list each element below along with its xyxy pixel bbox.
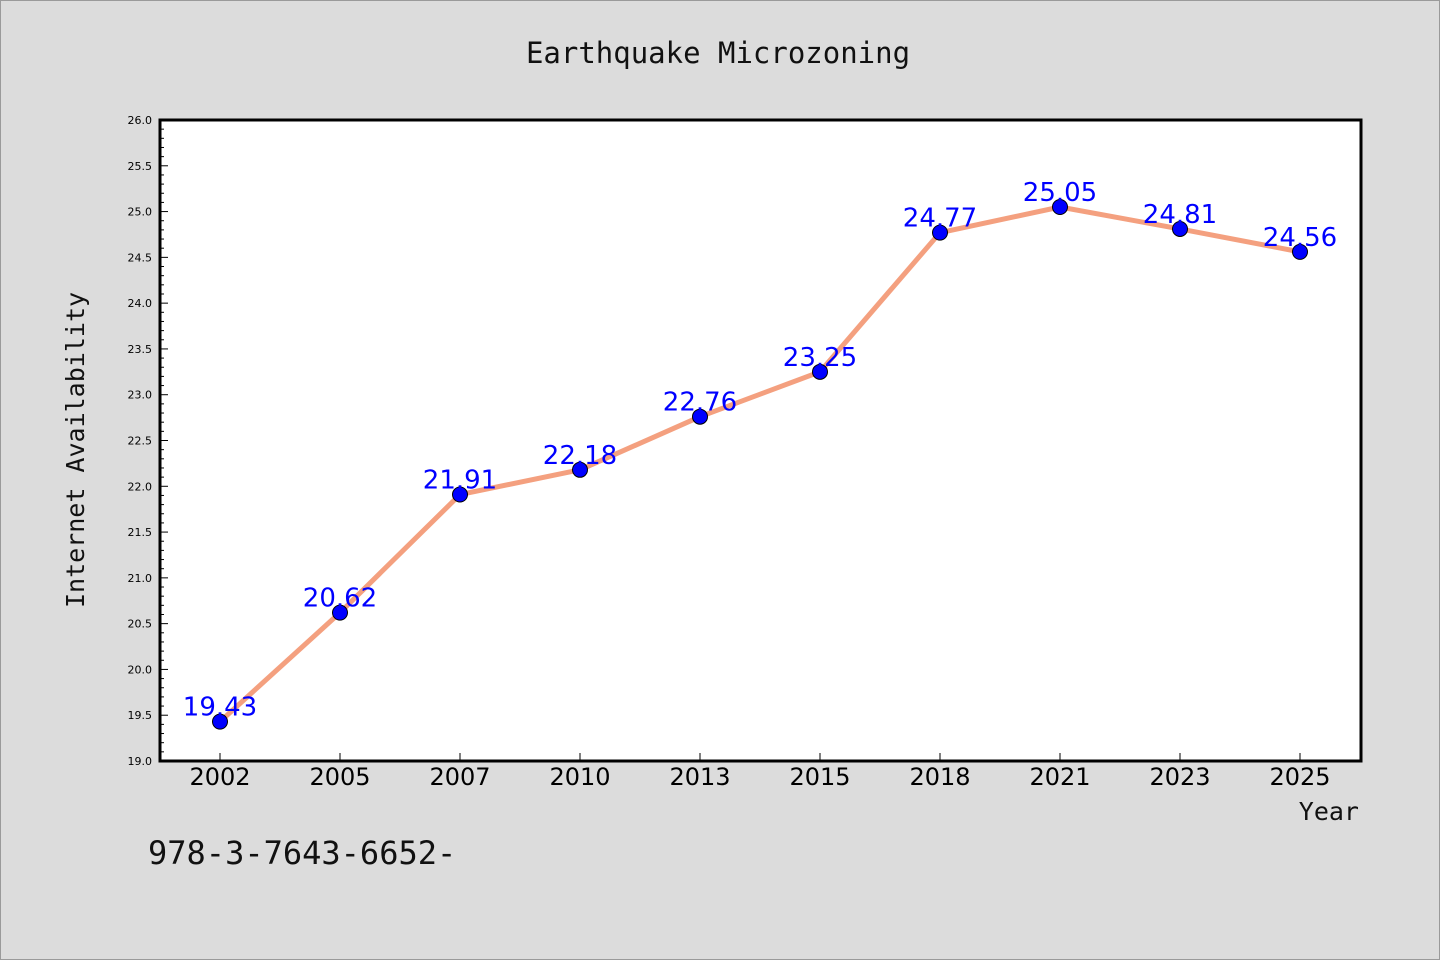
y-tick-label: 23.5 [128,343,153,356]
data-point [1292,243,1308,260]
y-tick-label: 19.5 [128,709,153,722]
data-point [692,408,708,425]
y-axis: 19.0 19.5 20.0 20.5 21.0 21.5 22.0 22.5 23.0 23.5… [128,114,168,768]
data-label: 23.25 [783,343,857,373]
x-tick-label: 2023 [1149,763,1210,791]
x-axis: 2002 2005 2007 2010 2013 2015 2018 2021 2023 2025 [189,753,1331,791]
data-label: 24.77 [903,204,977,234]
y-tick-label: 23.0 [128,389,153,402]
data-label: 21.91 [423,466,497,496]
data-point [1172,220,1188,237]
y-tick-label: 26.0 [128,114,153,127]
data-point [932,224,948,241]
x-tick-label: 2025 [1269,763,1330,791]
y-axis-title: Internet Availability [61,292,90,608]
data-label: 24.56 [1263,223,1337,253]
y-tick-label: 24.0 [128,297,153,310]
x-axis-title: Year [1299,797,1359,826]
y-tick-label: 20.0 [128,663,153,676]
x-tick-label: 2018 [909,763,970,791]
data-point [212,713,228,730]
y-tick-label: 21.0 [128,572,153,585]
series-line [218,204,1301,724]
data-label: 24.81 [1143,200,1217,230]
y-tick-label: 22.0 [128,480,153,493]
y-tick-label: 24.5 [128,251,153,264]
x-tick-label: 2005 [309,763,370,791]
y-tick-label: 22.5 [128,435,153,448]
data-label: 22.76 [663,388,737,418]
y-tick-label: 25.5 [128,160,153,173]
chart-title: Earthquake Microzoning [526,36,910,70]
data-point [332,604,348,621]
data-label: 22.18 [543,441,617,471]
data-label: 25.05 [1023,178,1097,208]
x-tick-label: 2021 [1029,763,1090,791]
y-tick-label: 25.0 [128,206,153,219]
x-tick-label: 2007 [429,763,490,791]
series-markers [212,198,1308,730]
data-point [1052,198,1068,215]
y-tick-label: 20.5 [128,618,153,631]
data-label: 20.62 [303,584,377,614]
y-tick-label: 19.0 [128,755,153,768]
x-tick-label: 2010 [549,763,610,791]
data-point [572,461,588,478]
data-labels: 19.43 20.62 21.91 22.18 22.76 23.25 24.77 25.05… [183,178,1337,723]
x-tick-label: 2013 [669,763,730,791]
data-label: 19.43 [183,693,257,723]
y-tick-label: 21.5 [128,526,153,539]
x-tick-label: 2002 [189,763,250,791]
footer-text: 978-3-7643-6652- [148,834,456,872]
data-point [812,363,828,380]
x-tick-label: 2015 [789,763,850,791]
data-point [452,486,468,503]
